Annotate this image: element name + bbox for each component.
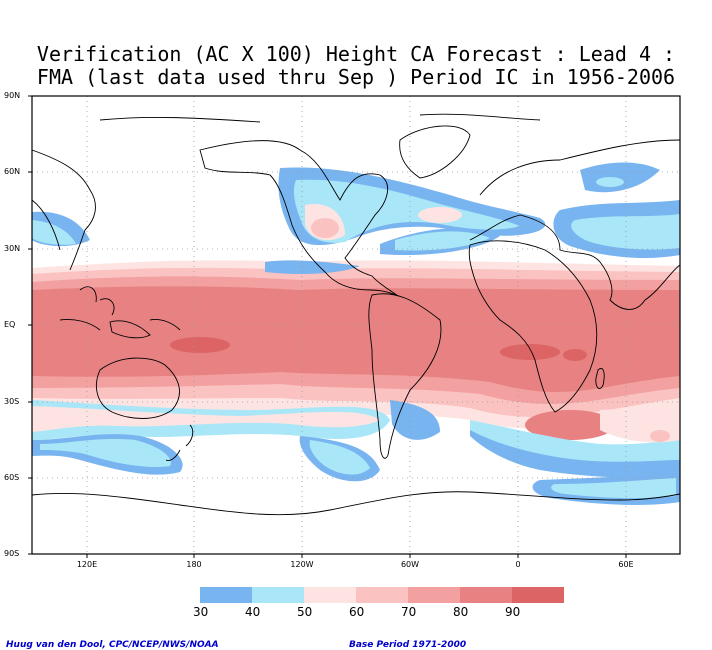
chart-title-line1: Verification (AC X 100) Height CA Foreca… (36, 42, 676, 66)
lat-label-60n: 60N (4, 167, 21, 176)
lon-label-180: 180 (186, 560, 202, 569)
lat-label-60s: 60S (4, 473, 20, 482)
lat-label-90n: 90N (4, 91, 21, 100)
shaded-field (32, 162, 680, 505)
legend-level-90: 90 (505, 605, 521, 619)
lat-label-30s: 30S (4, 397, 20, 406)
chart-title-line2: FMA (last data used thru Sep ) Period IC… (36, 65, 676, 89)
lon-label-60e: 60E (618, 560, 634, 569)
lon-label-60w: 60W (400, 560, 420, 569)
lat-label-eq: EQ (4, 320, 16, 329)
legend-level-50: 50 (297, 605, 313, 619)
colorbar (200, 587, 564, 603)
legend-level-40: 40 (245, 605, 261, 619)
lon-label-120w: 120W (290, 560, 314, 569)
lat-label-30n: 30N (4, 244, 21, 253)
colorbar-swatch-5 (408, 587, 460, 603)
footer-credit: Huug van den Dool, CPC/NCEP/NWS/NOAA (6, 640, 219, 650)
legend-level-60: 60 (349, 605, 365, 619)
axis-ticks (28, 95, 627, 558)
lon-label-120e: 120E (76, 560, 98, 569)
lat-label-90s: 90S (4, 549, 20, 558)
footer-base-period: Base Period 1971-2000 (349, 640, 467, 650)
lon-label-0: 0 (515, 560, 521, 569)
colorbar-swatch-7 (512, 587, 564, 603)
colorbar-swatch-2 (252, 587, 304, 603)
legend-level-70: 70 (401, 605, 417, 619)
colorbar-swatch-1 (200, 587, 252, 603)
colorbar-swatch-3 (304, 587, 356, 603)
legend-level-80: 80 (453, 605, 469, 619)
legend-level-30: 30 (193, 605, 209, 619)
colorbar-swatch-6 (460, 587, 512, 603)
coastlines (31, 113, 681, 516)
colorbar-swatch-4 (356, 587, 408, 603)
map-gridlines (32, 96, 680, 554)
